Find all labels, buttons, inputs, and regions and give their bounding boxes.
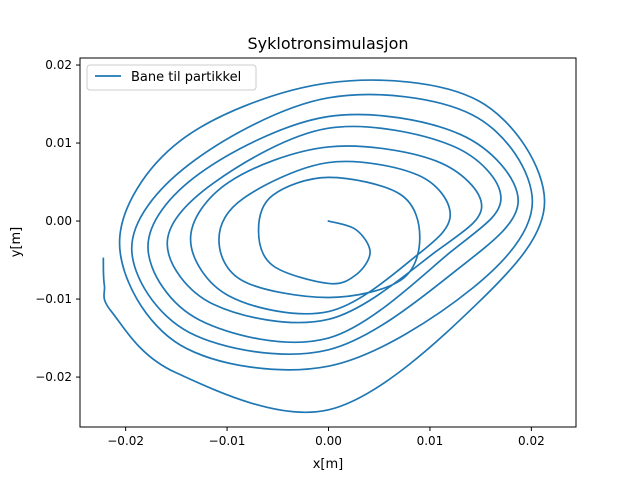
x-axis-label: x[m] <box>313 457 344 472</box>
legend-label: Bane til partikkel <box>131 70 241 85</box>
legend-box <box>86 64 257 91</box>
series-layer <box>102 79 546 414</box>
x-tick-label: 0.02 <box>518 434 545 448</box>
x-tick-label: −0.01 <box>209 434 246 448</box>
y-tick-label: −0.01 <box>35 292 72 306</box>
x-tick-label: 0.01 <box>417 434 444 448</box>
chart-title: Syklotronsimulasjon <box>247 34 408 53</box>
axes-frame <box>79 57 577 428</box>
series-line-0 <box>102 79 546 414</box>
x-tick-label: −0.02 <box>107 434 144 448</box>
y-tick-label: 0.00 <box>45 214 72 228</box>
legend: Bane til partikkel <box>86 64 257 91</box>
y-tick-label: 0.02 <box>45 58 72 72</box>
y-axis-label: y[m] <box>9 227 24 258</box>
y-axis-ticks: −0.02 −0.01 0.00 0.01 0.02 <box>35 58 80 384</box>
x-tick-label: 0.00 <box>315 434 342 448</box>
x-axis-ticks: −0.02 −0.01 0.00 0.01 0.02 <box>107 427 545 448</box>
y-tick-label: 0.01 <box>45 136 72 150</box>
y-tick-label: −0.02 <box>35 370 72 384</box>
